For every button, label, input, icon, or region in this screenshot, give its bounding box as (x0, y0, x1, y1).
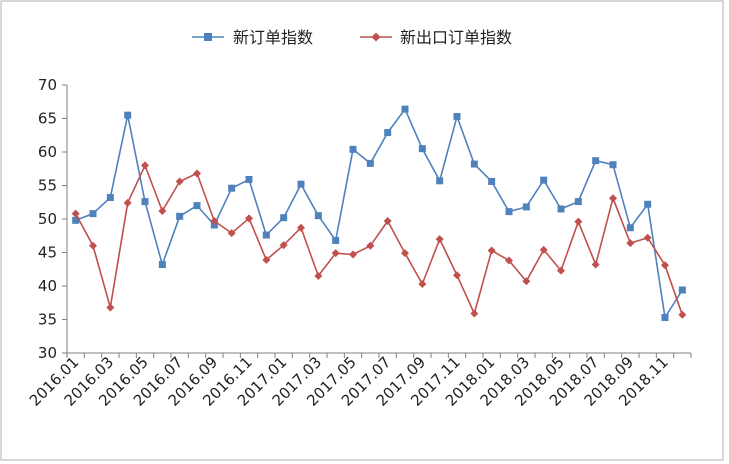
series-1 (71, 161, 687, 319)
data-point-series-0 (72, 216, 80, 224)
data-point-series-0 (678, 286, 686, 294)
data-point-series-1 (279, 241, 288, 250)
data-point-series-0 (488, 177, 496, 185)
data-point-series-1 (453, 271, 461, 280)
data-point-series-1 (71, 209, 80, 218)
data-point-series-1 (366, 241, 375, 250)
data-point-series-1 (487, 246, 496, 255)
data-point-series-0 (141, 198, 149, 206)
data-point-series-0 (314, 212, 322, 220)
data-point-series-1 (210, 217, 219, 226)
data-point-series-0 (470, 160, 478, 168)
data-point-series-1 (262, 255, 271, 264)
data-point-series-1 (435, 235, 444, 244)
data-point-series-0 (176, 212, 184, 220)
data-point-series-0 (661, 313, 669, 321)
data-point-series-1 (401, 249, 409, 258)
data-point-series-1 (678, 310, 687, 319)
y-tick-label: 50 (38, 210, 57, 228)
data-point-series-0 (349, 145, 357, 153)
data-point-series-0 (557, 205, 565, 213)
data-point-series-0 (418, 145, 426, 153)
data-point-series-1 (539, 245, 548, 254)
data-point-series-0 (453, 112, 461, 120)
data-point-series-0 (228, 184, 236, 192)
legend-marker-series-1 (371, 32, 381, 42)
data-point-series-0 (89, 210, 97, 218)
y-tick-label: 45 (38, 244, 57, 262)
data-point-series-0 (124, 111, 132, 119)
data-point-series-0 (210, 221, 218, 229)
data-point-series-1 (106, 303, 115, 312)
data-point-series-1 (522, 277, 531, 286)
data-point-series-1 (470, 309, 479, 318)
data-point-series-1 (227, 229, 236, 238)
y-tick-label: 55 (38, 177, 57, 195)
legend-item-series-1: 新出口订单指数 (360, 28, 512, 47)
data-point-series-0 (644, 200, 652, 208)
data-point-series-0 (280, 214, 288, 222)
legend-item-series-0: 新订单指数 (192, 28, 313, 47)
y-tick-label: 70 (38, 76, 57, 94)
data-point-series-1 (245, 214, 253, 223)
data-point-series-1 (661, 261, 669, 270)
data-point-series-1 (158, 206, 167, 215)
data-point-series-1 (418, 279, 427, 288)
data-point-series-0 (522, 203, 530, 211)
data-point-series-1 (297, 223, 305, 232)
data-point-series-0 (158, 261, 166, 269)
series-layer (71, 105, 687, 321)
legend-label-series-1: 新出口订单指数 (400, 28, 512, 47)
data-point-series-1 (349, 250, 357, 259)
series-line-1 (74, 164, 684, 316)
data-point-series-0 (592, 157, 600, 165)
data-point-series-1 (175, 177, 184, 186)
data-point-series-1 (314, 271, 323, 280)
data-point-series-1 (89, 241, 97, 250)
data-point-series-1 (141, 161, 149, 170)
data-point-series-1 (557, 266, 565, 275)
y-tick-label: 40 (38, 277, 57, 295)
data-point-series-0 (245, 175, 253, 183)
data-point-series-1 (574, 217, 583, 226)
data-point-series-0 (436, 177, 444, 185)
y-tick-label: 60 (38, 143, 57, 161)
data-point-series-1 (123, 198, 132, 207)
y-tick-label: 65 (38, 110, 57, 128)
data-point-series-1 (383, 217, 392, 226)
data-point-series-0 (505, 208, 513, 216)
y-tick-label: 35 (38, 311, 57, 329)
data-point-series-0 (384, 129, 392, 137)
data-point-series-1 (331, 249, 340, 258)
data-point-series-0 (540, 176, 548, 184)
legend: 新订单指数 新出口订单指数 (192, 28, 512, 47)
data-point-series-1 (505, 256, 513, 265)
series-line-0 (75, 108, 683, 319)
data-point-series-1 (609, 194, 617, 203)
data-point-series-0 (574, 198, 582, 206)
legend-marker-series-0 (204, 33, 212, 41)
data-point-series-0 (193, 202, 201, 210)
data-point-series-0 (609, 161, 617, 169)
data-point-series-1 (193, 169, 201, 178)
data-point-series-1 (626, 239, 635, 248)
legend-label-series-0: 新订单指数 (233, 28, 313, 47)
data-point-series-1 (591, 260, 600, 269)
data-point-series-0 (626, 224, 634, 232)
data-point-series-0 (401, 105, 409, 113)
data-point-series-0 (332, 236, 340, 244)
data-point-series-0 (262, 231, 270, 239)
data-point-series-0 (366, 159, 374, 167)
data-point-series-0 (106, 194, 114, 202)
y-tick-label: 30 (38, 344, 57, 362)
data-point-series-1 (643, 233, 652, 242)
series-0 (72, 105, 686, 321)
data-point-series-0 (297, 180, 305, 188)
